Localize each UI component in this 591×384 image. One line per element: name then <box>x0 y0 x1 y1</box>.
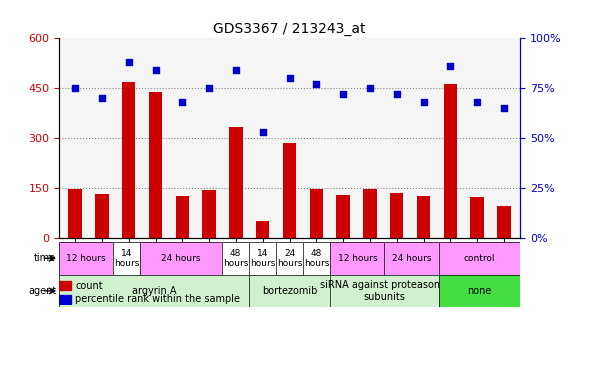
Text: 14
hours: 14 hours <box>250 248 275 268</box>
Point <box>178 99 187 105</box>
Bar <box>336 195 350 238</box>
Point <box>311 81 321 88</box>
Bar <box>95 194 109 238</box>
Bar <box>203 190 216 238</box>
Text: count: count <box>75 281 103 291</box>
Point <box>392 91 401 98</box>
Bar <box>59 281 71 291</box>
Text: none: none <box>467 286 492 296</box>
Point <box>365 85 375 91</box>
Bar <box>444 84 457 238</box>
Bar <box>122 82 135 238</box>
Bar <box>310 189 323 238</box>
Bar <box>470 197 484 238</box>
Point <box>339 91 348 98</box>
Bar <box>497 207 511 238</box>
Text: control: control <box>464 254 495 263</box>
Text: 12 hours: 12 hours <box>337 254 377 263</box>
Text: percentile rank within the sample: percentile rank within the sample <box>75 294 240 304</box>
Bar <box>256 222 269 238</box>
Text: agent: agent <box>28 286 56 296</box>
Point <box>446 63 455 70</box>
Point <box>258 129 268 135</box>
Point <box>231 67 241 73</box>
Text: time: time <box>34 253 56 263</box>
Text: argyrin A: argyrin A <box>132 286 176 296</box>
Text: bortezomib: bortezomib <box>262 286 317 296</box>
Text: 24 hours: 24 hours <box>392 254 431 263</box>
Text: 12 hours: 12 hours <box>66 254 106 263</box>
Text: 48
hours: 48 hours <box>223 248 248 268</box>
Point <box>151 67 160 73</box>
Bar <box>69 189 82 238</box>
Bar <box>149 92 163 238</box>
Bar <box>176 197 189 238</box>
Bar <box>363 189 376 238</box>
Point <box>472 99 482 105</box>
Bar <box>229 127 243 238</box>
Point <box>98 95 107 101</box>
Point <box>285 75 294 81</box>
Title: GDS3367 / 213243_at: GDS3367 / 213243_at <box>213 22 366 36</box>
Bar <box>59 295 71 304</box>
Bar <box>390 193 404 238</box>
Text: siRNA against proteasome
subunits: siRNA against proteasome subunits <box>320 280 449 302</box>
Point <box>204 85 214 91</box>
Text: 24
hours: 24 hours <box>277 248 302 268</box>
Bar <box>283 143 296 238</box>
Text: 24 hours: 24 hours <box>161 254 201 263</box>
Point <box>70 85 80 91</box>
Point <box>499 105 509 111</box>
Bar <box>417 197 430 238</box>
Text: 48
hours: 48 hours <box>304 248 329 268</box>
Point <box>419 99 428 105</box>
Text: 14
hours: 14 hours <box>114 248 139 268</box>
Point <box>124 59 134 65</box>
